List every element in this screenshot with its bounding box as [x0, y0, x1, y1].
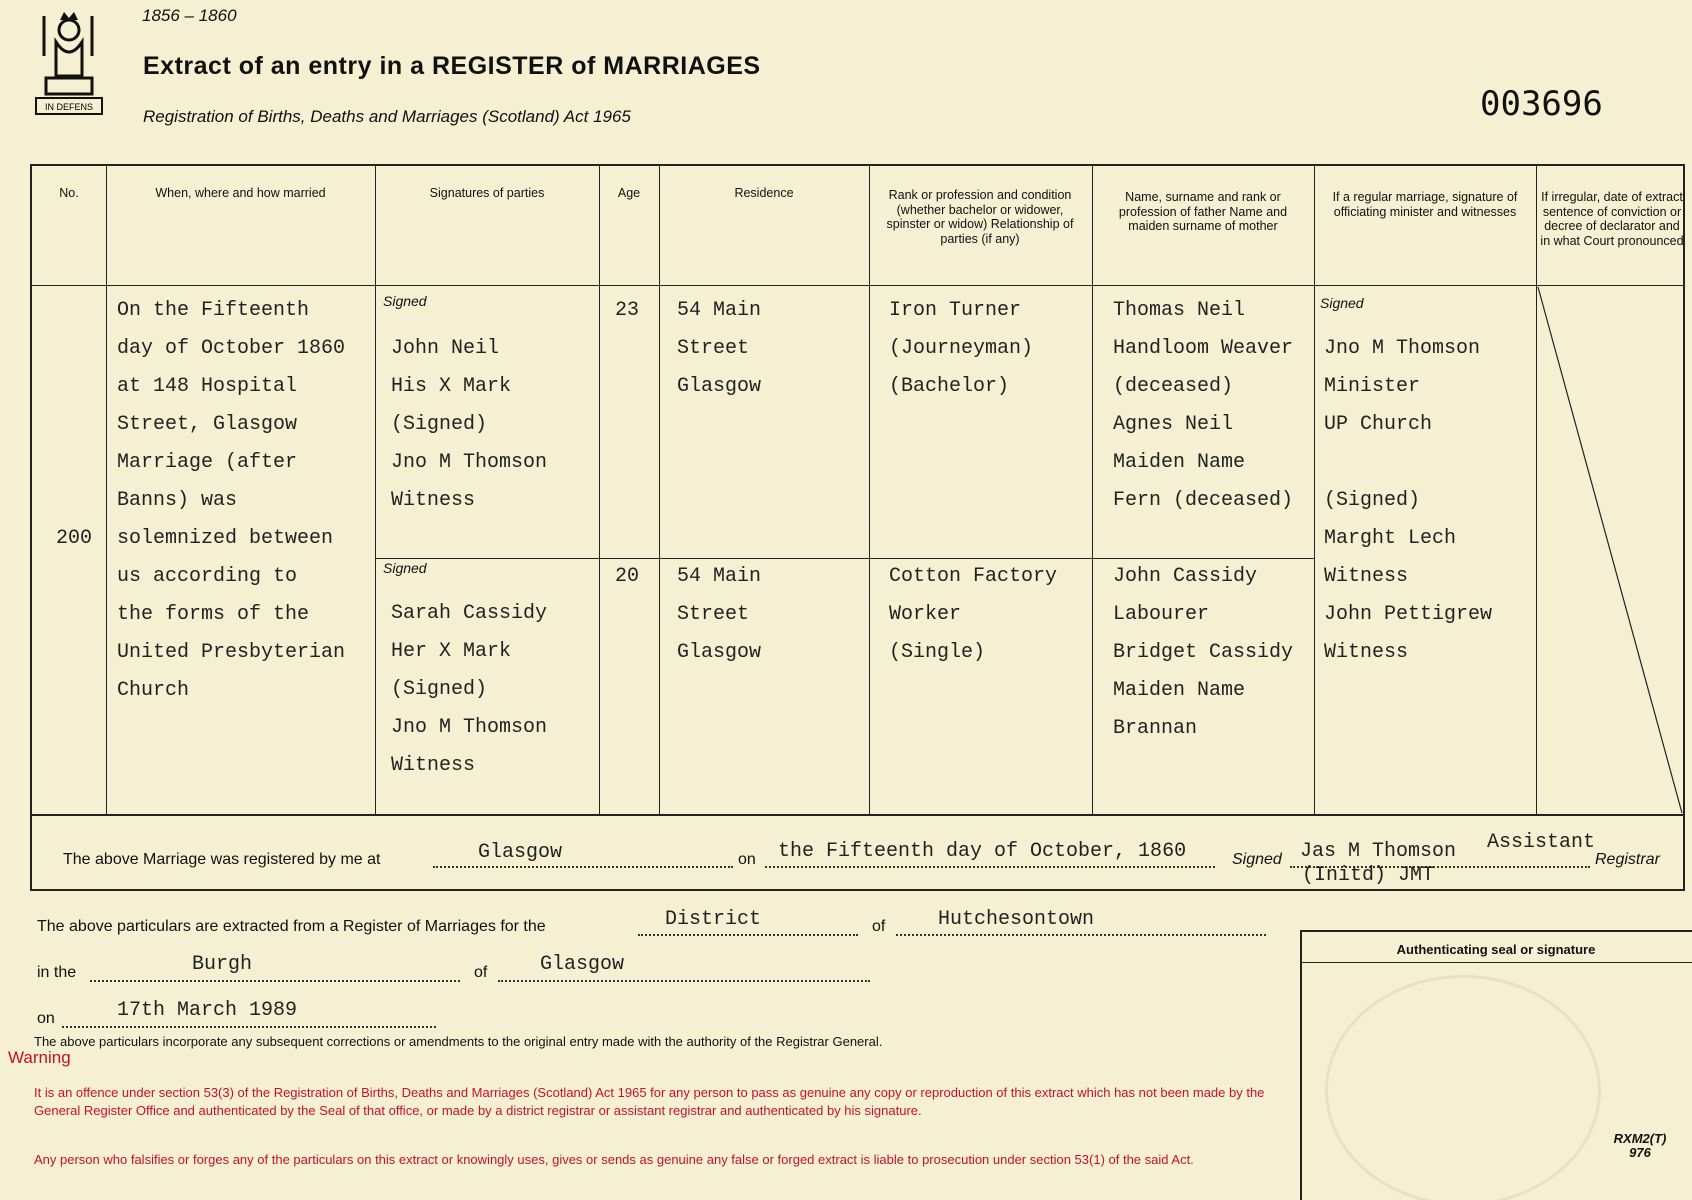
crest-logo: IN DEFENS — [30, 8, 108, 118]
groom-residence: 54 Main Street Glasgow — [677, 299, 762, 398]
col-when: When, where and how married — [155, 186, 326, 200]
registrar-initials: (Initd) JMT — [1302, 864, 1435, 887]
burgh-type: Burgh — [192, 953, 253, 976]
registrar-assistant: Assistant — [1487, 831, 1596, 854]
registration-date: the Fifteenth day of October, 1860 — [778, 840, 1187, 863]
seal-label: Authenticating seal or signature — [1396, 942, 1596, 957]
district-type: District — [665, 908, 762, 931]
extract-of: of — [872, 918, 886, 935]
col-age: Age — [617, 186, 641, 200]
col-signatures: Signatures of parties — [429, 186, 545, 200]
district-name: Hutchesontown — [938, 908, 1095, 931]
register-table — [30, 164, 1685, 891]
title-of: of — [563, 52, 604, 80]
bride-residence: 54 Main Street Glasgow — [677, 565, 762, 664]
registration-prefix: The above Marriage was registered by me … — [63, 851, 381, 868]
extract-of-2: of — [474, 964, 488, 981]
groom-signature: John Neil His X Mark (Signed) Jno M Thom… — [391, 337, 548, 512]
bride-rank: Cotton Factory Worker (Single) — [889, 565, 1058, 664]
extract-on: on — [37, 1010, 55, 1027]
bride-signature: Sarah Cassidy Her X Mark (Signed) Jno M … — [391, 602, 548, 777]
extract-line1: The above particulars are extracted from… — [37, 918, 546, 935]
warning-paragraph-2: Any person who falsifies or forges any o… — [34, 1152, 1194, 1167]
groom-age: 23 — [615, 299, 640, 322]
when-where-how: On the Fifteenth day of October 1860 at … — [117, 299, 346, 702]
groom-signed-label: Signed — [383, 293, 427, 309]
serial-number: 003696 — [1480, 84, 1603, 124]
bride-signed-label: Signed — [383, 560, 427, 576]
col-no: No. — [59, 186, 79, 200]
corrections-note: The above particulars incorporate any su… — [34, 1034, 883, 1049]
warning-title: Warning — [8, 1048, 71, 1067]
title-register: REGISTER — [431, 52, 564, 80]
registrar-label: Registrar — [1595, 851, 1660, 868]
irregular-cancel-stroke — [1537, 286, 1683, 814]
embossed-seal — [1325, 975, 1601, 1200]
title-prefix: Extract of an entry in a — [143, 52, 432, 80]
entry-number: 200 — [56, 527, 93, 550]
col-residence: Residence — [734, 186, 794, 200]
col-officiating: If a regular marriage, signature of offi… — [1332, 190, 1518, 219]
extract-in-the: in the — [37, 964, 77, 981]
extract-date: 17th March 1989 — [117, 999, 298, 1022]
groom-parents: Thomas Neil Handloom Weaver (deceased) A… — [1113, 299, 1294, 512]
years: 1856 – 1860 — [142, 6, 237, 25]
bride-age: 20 — [615, 565, 640, 588]
form-code: RXM2(T) 976 — [1613, 1131, 1667, 1160]
title-marriages: MARRIAGES — [603, 52, 761, 80]
warning-paragraph-1: It is an offence under section 53(3) of … — [34, 1085, 1265, 1118]
burgh-name: Glasgow — [540, 953, 625, 976]
seal-box — [1300, 930, 1692, 1200]
registration-place: Glasgow — [478, 841, 563, 864]
registration-on: on — [738, 851, 756, 868]
registration-signed-label: Signed — [1232, 851, 1282, 868]
officiating-signatures: Jno M Thomson Minister UP Church (Signed… — [1324, 337, 1493, 664]
groom-rank: Iron Turner (Journeyman) (Bachelor) — [889, 299, 1034, 398]
registrar-name: Jas M Thomson — [1300, 840, 1457, 863]
officiating-signed-label: Signed — [1320, 295, 1364, 311]
col-rank: Rank or profession and condition (whethe… — [886, 188, 1074, 246]
svg-text:IN DEFENS: IN DEFENS — [45, 102, 93, 112]
col-parents: Name, surname and rank or profession of … — [1118, 190, 1288, 233]
page-title: Extract of an entry in a REGISTER of MAR… — [143, 52, 761, 81]
act-subtitle: Registration of Births, Deaths and Marri… — [143, 107, 631, 126]
col-irregular: If irregular, date of extract sentence o… — [1540, 190, 1684, 248]
bride-parents: John Cassidy Labourer Bridget Cassidy Ma… — [1113, 565, 1294, 740]
